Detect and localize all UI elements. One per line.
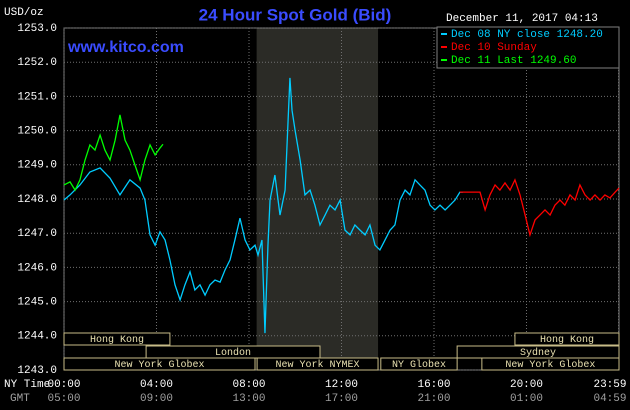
series-line [459, 178, 620, 238]
x2-tick-label: 21:00 [417, 393, 450, 405]
site-label: www.kitco.com [67, 39, 184, 56]
legend-box [436, 26, 620, 69]
x-tick-label: 12:00 [325, 379, 358, 391]
x2-tick-label: 04:59 [593, 393, 626, 405]
y-tick-label: 1248.0 [17, 194, 57, 206]
session-label: Hong Kong [540, 335, 594, 346]
y-tick-label: 1246.0 [17, 262, 57, 274]
session-box [514, 332, 620, 346]
session-label: NY Globex [392, 359, 446, 371]
session-box [63, 332, 171, 346]
series-line [63, 77, 463, 334]
session-label: New York Globex [114, 359, 204, 371]
x2-tick-label: 09:00 [140, 393, 173, 405]
x2-tick-label: 17:00 [325, 393, 358, 405]
x2-axis-label: GMT [10, 393, 30, 405]
x-tick-label: 08:00 [232, 379, 265, 391]
x2-tick-label: 05:00 [47, 393, 80, 405]
y-tick-label: 1253.0 [17, 23, 57, 35]
session-label: London [215, 347, 251, 359]
x2-tick-label: 01:00 [510, 393, 543, 405]
x-tick-label: 00:00 [47, 379, 80, 391]
session-box [481, 357, 620, 371]
y-tick-label: 1243.0 [17, 365, 57, 377]
legend-entry: Dec 11 Last 1249.60 [451, 55, 576, 67]
x-tick-label: 20:00 [510, 379, 543, 391]
session-box [380, 357, 458, 371]
shaded-range [256, 28, 379, 370]
session-label: New York Globex [505, 359, 595, 371]
session-box [256, 357, 379, 371]
legend-entry: Dec 10 Sunday [451, 42, 537, 54]
session-box [63, 357, 256, 371]
chart-title: 24 Hour Spot Gold (Bid) [199, 5, 392, 24]
y-tick-label: 1252.0 [17, 57, 57, 69]
y-tick-label: 1249.0 [17, 160, 57, 172]
y-tick-label: 1244.0 [17, 331, 57, 343]
x-axis-label: NY Time [4, 379, 50, 391]
session-label: New York NYMEX [276, 359, 360, 371]
y-tick-label: 1250.0 [17, 126, 57, 138]
y-tick-label: 1247.0 [17, 228, 57, 240]
x-tick-label: 16:00 [417, 379, 450, 391]
y-tick-label: 1251.0 [17, 91, 57, 103]
x-tick-label: 04:00 [140, 379, 173, 391]
legend-header: December 11, 2017 04:13 [446, 13, 598, 25]
session-label: Hong Kong [90, 335, 144, 346]
x-tick-label: 23:59 [593, 379, 626, 391]
y-unit: USD/oz [4, 7, 44, 19]
session-label: Sydney [520, 347, 556, 359]
y-tick-label: 1245.0 [17, 297, 57, 309]
series-line [63, 114, 164, 192]
legend-entry: Dec 08 NY close 1248.20 [451, 29, 603, 41]
x2-tick-label: 13:00 [232, 393, 265, 405]
